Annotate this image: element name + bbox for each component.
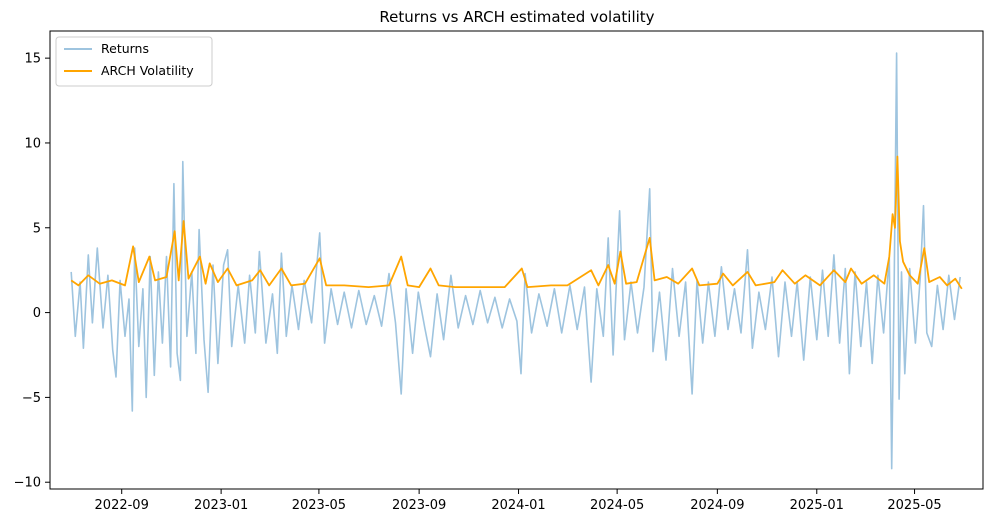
- x-tick-label: 2024-09: [690, 498, 744, 513]
- plot-area: [70, 52, 963, 470]
- y-tick-label: −10: [14, 476, 41, 491]
- x-tick-label: 2025-01: [790, 498, 844, 513]
- x-tick-label: 2024-05: [590, 498, 644, 513]
- y-tick-label: 15: [24, 52, 41, 67]
- legend: Returns ARCH Volatility: [55, 36, 213, 87]
- legend-label-returns: Returns: [101, 41, 149, 56]
- x-tick-label: 2023-09: [392, 498, 446, 513]
- y-tick-label: 5: [33, 221, 41, 236]
- x-axis: 2022-09 2023-01 2023-05 2023-09 2024-01 2024-…: [95, 489, 942, 513]
- legend-box: [55, 36, 213, 87]
- x-tick-label: 2024-01: [491, 498, 545, 513]
- y-tick-label: 0: [33, 306, 41, 321]
- legend-label-arch-volatility: ARCH Volatility: [101, 63, 194, 78]
- chart-title: Returns vs ARCH estimated volatility: [379, 8, 654, 26]
- y-tick-label: 10: [24, 136, 41, 151]
- x-tick-label: 2025-05: [887, 498, 941, 513]
- x-tick-label: 2022-09: [95, 498, 149, 513]
- series-line-arch-volatility: [70, 155, 963, 290]
- y-tick-label: −5: [22, 391, 41, 406]
- x-tick-label: 2023-05: [292, 498, 346, 513]
- plot-frame: [49, 30, 984, 490]
- x-tick-label: 2023-01: [194, 498, 248, 513]
- y-axis: −10 −5 0 5 10 15: [14, 52, 50, 491]
- series-line-returns: [70, 52, 961, 470]
